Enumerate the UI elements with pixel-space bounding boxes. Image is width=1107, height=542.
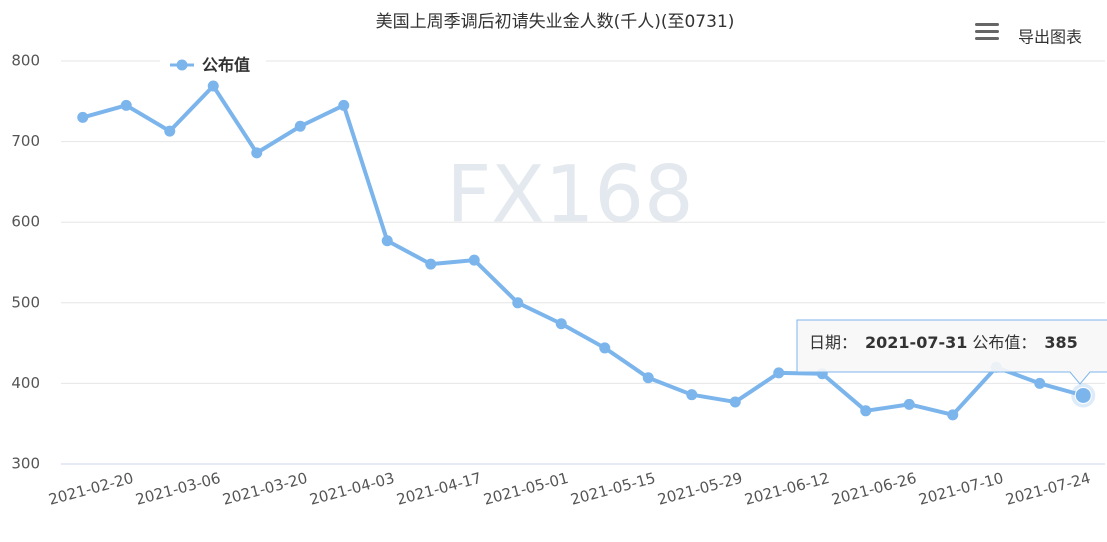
x-tick-label: 2021-03-06 [134,469,223,509]
point [251,147,263,159]
point [1074,386,1092,404]
tooltip-value: 385 [1044,333,1077,352]
x-tick-label: 2021-05-29 [656,469,745,509]
y-tick-label: 700 [11,132,40,150]
point [903,398,915,410]
x-tick-label: 2021-06-12 [743,469,832,509]
x-tick-label: 2021-05-01 [482,469,571,509]
chart-title: 美国上周季调后初请失业金人数(千人)(至0731) [376,12,735,32]
tooltip-date: 2021-07-31 [865,333,967,352]
point [164,125,176,137]
menu-bar [975,30,999,33]
tooltip: 日期： 2021-07-31 公布值： 385 [796,319,1107,385]
y-tick-label: 500 [11,293,40,311]
tooltip-box [796,319,1107,385]
point [686,389,698,401]
point [77,111,89,123]
line [82,83,1084,417]
export-button[interactable]: 导出图表 [1018,28,1082,47]
watermark: FX168 [446,150,693,240]
y-tick-label: 600 [11,213,40,231]
point [947,409,959,421]
point [555,318,567,330]
point [642,372,654,384]
point [599,342,611,354]
point [729,396,741,408]
point [338,99,350,111]
x-tick-label: 2021-03-20 [221,469,310,509]
menu-bar [975,37,999,40]
legend-item[interactable]: 公布值 [160,52,266,76]
point [381,235,393,247]
point [773,367,785,379]
point [1034,377,1046,389]
x-tick-label: 2021-06-26 [830,469,919,509]
y-tick-label: 800 [11,52,40,70]
point [425,258,437,270]
x-tick-label: 2021-04-03 [308,469,397,509]
legend-symbol [176,59,188,71]
point [860,405,872,417]
x-tick-label: 2021-02-20 [47,469,136,509]
tooltip-date-label: 日期： [809,333,857,352]
legend-label: 公布值 [202,56,250,75]
tooltip-series-label: 公布值： [972,333,1036,352]
menu-icon[interactable] [975,23,999,40]
point [207,80,219,92]
x-tick-label: 2021-05-15 [569,469,658,509]
point [512,297,524,309]
tooltip-text: 日期： 2021-07-31 公布值： 385 [809,333,1078,352]
menu-bar [975,23,999,26]
point [294,120,306,132]
x-tick-label: 2021-07-10 [917,469,1006,509]
point [120,99,132,111]
x-tick-label: 2021-07-24 [1004,469,1093,509]
y-tick-label: 300 [11,455,40,473]
point [468,254,480,266]
y-tick-label: 400 [11,374,40,392]
x-tick-label: 2021-04-17 [395,469,484,509]
